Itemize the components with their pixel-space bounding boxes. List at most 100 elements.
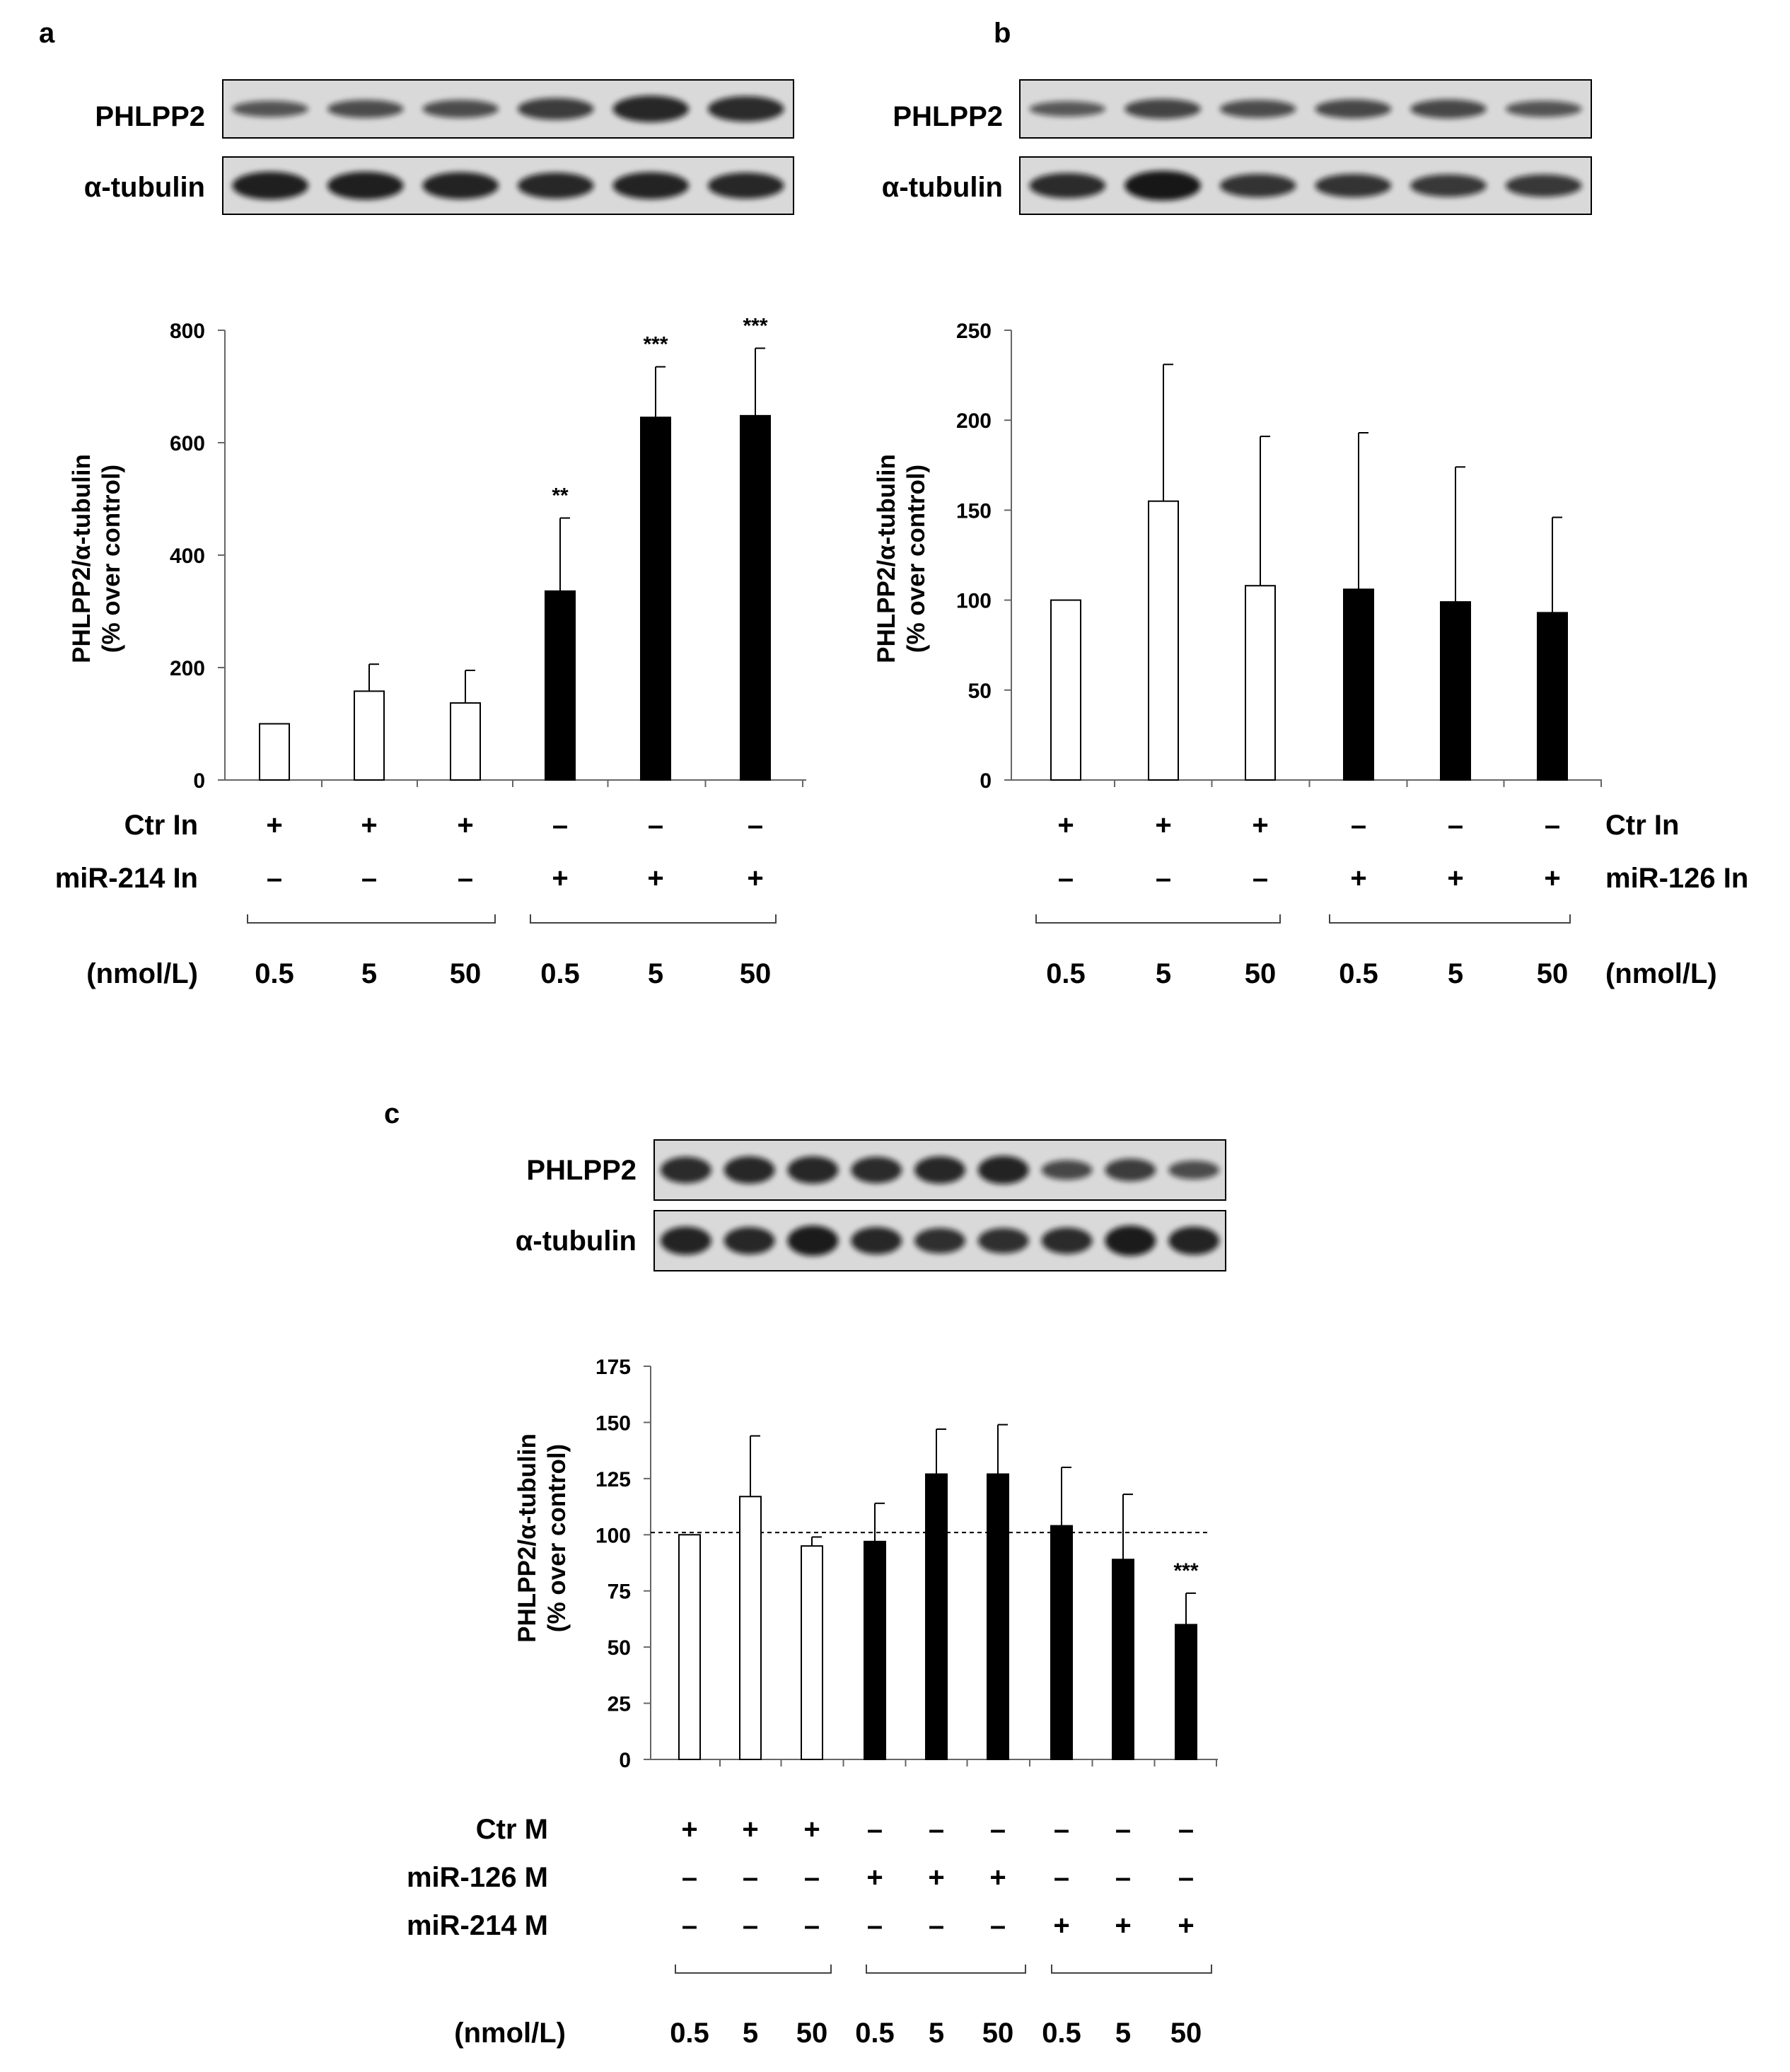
panel-c-sign-r2-c8: –	[1115, 1862, 1131, 1893]
panel-a-blot-tubulin-band-2	[327, 171, 404, 200]
panel-b-blot-tubulin-band-1	[1029, 173, 1106, 199]
panel-a-y-axis-title: PHLPP2/α-tubulin (% over control)	[68, 454, 125, 663]
panel-a-conc-5: 5	[648, 958, 663, 989]
panel-a-y-tick-label: 200	[170, 657, 205, 680]
panel-c-y-tick-label: 50	[608, 1636, 631, 1660]
panel-c-blot-tubulin-band-9	[1168, 1226, 1220, 1255]
panel-b-sign-r2-c3: –	[1253, 863, 1268, 894]
panel-a-sign-r1-c3: +	[457, 810, 473, 841]
panel-c-chart: 0 25 50 75 100 125 150 175 *** + + + – – – – – – – – – + + + – – –…	[595, 1139, 1226, 2049]
panel-b-group-bracket-2	[1329, 914, 1571, 924]
panel-a-blot-strip-tubulin	[222, 156, 794, 215]
panel-b-conc-2: 5	[1156, 958, 1171, 989]
panel-a-conc-label: (nmol/L)	[86, 958, 198, 989]
panel-a-y-tick-label: 0	[193, 769, 205, 793]
panel-a-sign-r2-c3: –	[458, 863, 473, 894]
panel-a-group-bracket-2	[530, 914, 777, 924]
panel-c-sign-r1-c2: +	[742, 1814, 758, 1845]
panel-c-y-tick-label: 175	[595, 1356, 631, 1379]
panel-c-conc-9: 50	[1170, 2018, 1202, 2049]
panel-a-y-tick-label: 400	[170, 545, 205, 568]
panel-c-y-tick-label: 75	[608, 1581, 631, 1604]
panel-c-sign-r2-c4: +	[866, 1862, 883, 1893]
panel-b-y-tick-label: 200	[956, 409, 992, 433]
panel-c-sign-r1-c5: –	[929, 1814, 944, 1845]
panel-b-blot-strip-phlpp2	[1019, 79, 1592, 139]
panel-c-sign-r3-c4: –	[867, 1910, 883, 1941]
panel-c-y-tick-label: 125	[595, 1468, 631, 1491]
panel-b-y-tick-label: 250	[956, 320, 992, 343]
panel-c-sign-r1-c4: –	[867, 1814, 883, 1845]
panel-c-row-label-mir214: miR-214 M	[407, 1910, 548, 1941]
panel-c-bar-5	[925, 1473, 948, 1761]
panel-a-significance-4: **	[552, 484, 569, 508]
panel-a-conc-1: 0.5	[255, 958, 294, 989]
panel-a-y-tick-label: 600	[170, 432, 205, 455]
panel-c-bar-9	[1175, 1624, 1197, 1760]
panel-c-blot-phlpp2-band-4	[851, 1156, 902, 1184]
panel-a-sign-r2-c1: –	[267, 863, 282, 894]
panel-b-blot-phlpp2-band-4	[1315, 99, 1392, 119]
panel-c-y-tick-label: 150	[595, 1412, 631, 1435]
panel-c-y-axis-title: PHLPP2/α-tubulin (% over control)	[513, 1433, 571, 1643]
panel-a-conc-2: 5	[361, 958, 377, 989]
panel-b-blot-tubulin-band-6	[1505, 174, 1582, 197]
panel-b-group-bracket-1	[1035, 914, 1281, 924]
panel-b-conc-6: 50	[1537, 958, 1569, 989]
panel-b-western-blot	[1019, 79, 1592, 215]
panel-c-row-label-mir126: miR-126 M	[407, 1862, 548, 1893]
svg-text:(% over control): (% over control)	[902, 465, 930, 653]
panel-b-y-tick-label: 150	[956, 499, 992, 523]
svg-text:PHLPP2/α-tubulin: PHLPP2/α-tubulin	[68, 454, 95, 663]
panel-c-conc-label: (nmol/L)	[454, 2018, 566, 2049]
panel-c-blot-tubulin-band-1	[660, 1226, 711, 1255]
panel-c-sign-r1-c1: +	[681, 1814, 697, 1845]
panel-a-blot-tubulin-band-3	[422, 172, 499, 199]
panel-a-bar-1	[259, 723, 290, 781]
panel-b-bar-6	[1537, 612, 1568, 781]
panel-b-bar-2	[1148, 500, 1179, 781]
panel-a-blot-phlpp2-band-1	[232, 100, 309, 117]
panel-a-blot-label-tubulin: α-tubulin	[84, 172, 205, 203]
panel-a-bar-2	[354, 690, 385, 781]
panel-a-sign-r1-c4: –	[552, 810, 568, 841]
panel-a-blot-strip-phlpp2	[222, 79, 794, 139]
panel-b-sign-r2-c4: +	[1350, 863, 1366, 894]
panel-a-conc-6: 50	[740, 958, 772, 989]
panel-c-conc-5: 5	[929, 2018, 944, 2049]
panel-a-row-label-ctr: Ctr In	[124, 810, 198, 841]
svg-text:PHLPP2/α-tubulin: PHLPP2/α-tubulin	[873, 454, 900, 663]
panel-a-bar-5	[640, 417, 671, 781]
panel-b-conc-4: 0.5	[1339, 958, 1378, 989]
panel-b-blot-phlpp2-band-1	[1029, 101, 1106, 117]
panel-a-row-label-mir214: miR-214 In	[55, 863, 198, 894]
panel-b-conc-5: 5	[1448, 958, 1463, 989]
panel-c-conc-7: 0.5	[1042, 2018, 1081, 2049]
panel-b-bar-4	[1343, 588, 1374, 781]
panel-c-sign-r2-c9: –	[1178, 1862, 1194, 1893]
panel-c-y-tick-label: 0	[619, 1749, 631, 1772]
panel-c-blot-label-tubulin: α-tubulin	[516, 1226, 637, 1257]
panel-c-sign-r3-c7: +	[1053, 1910, 1069, 1941]
panel-c-significance-9: ***	[1173, 1559, 1198, 1583]
panel-c-conc-2: 5	[743, 2018, 758, 2049]
panel-c-group-bracket-2	[866, 1965, 1026, 1974]
panel-b-blot-tubulin-band-5	[1410, 174, 1487, 197]
panel-a-blot-label-phlpp2: PHLPP2	[95, 101, 205, 132]
panel-c-row-label-ctr: Ctr M	[476, 1814, 548, 1845]
panel-c-sign-r3-c2: –	[743, 1910, 758, 1941]
panel-a-bar-3	[450, 702, 481, 781]
panel-b-blot-tubulin-band-3	[1219, 173, 1296, 198]
panel-b-bar-1	[1050, 599, 1081, 781]
panel-a-blot-phlpp2-band-2	[327, 100, 404, 118]
panel-c-blot-phlpp2-band-2	[723, 1156, 775, 1184]
panel-c-bar-8	[1112, 1559, 1134, 1761]
panel-a-bar-4	[545, 590, 576, 781]
panel-b-sign-r1-c6: –	[1545, 810, 1560, 841]
panel-b-letter: b	[994, 18, 1011, 49]
svg-text:PHLPP2/α-tubulin: PHLPP2/α-tubulin	[513, 1433, 541, 1643]
panel-a-blot-tubulin-band-6	[707, 173, 784, 199]
panel-a-sign-r2-c5: +	[647, 863, 663, 894]
panel-a-blot-phlpp2-band-5	[612, 95, 690, 122]
